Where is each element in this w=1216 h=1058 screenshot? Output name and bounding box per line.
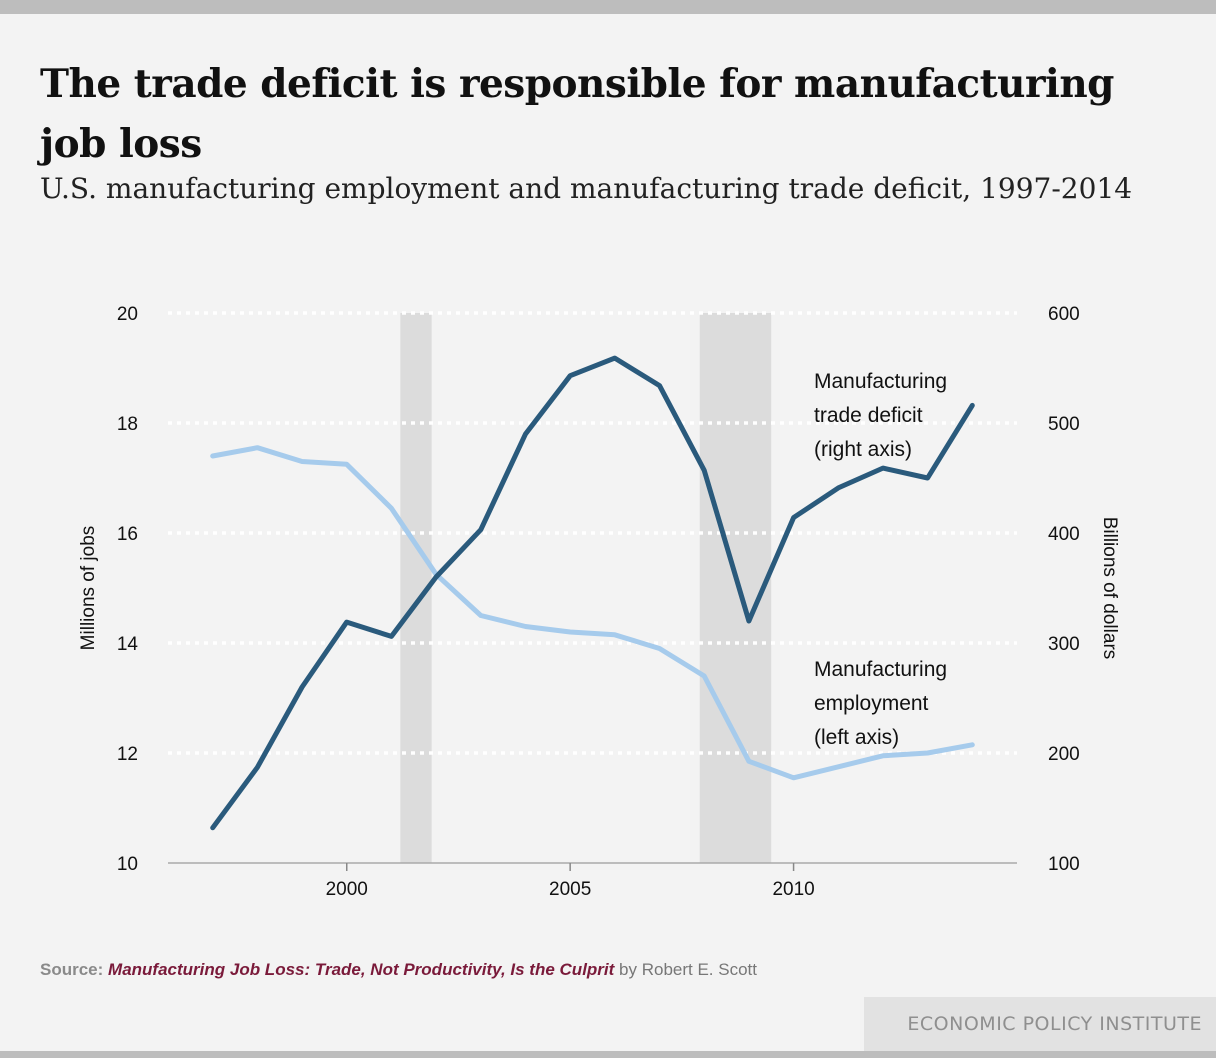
annotation-line: trade deficit	[814, 404, 923, 427]
annotation-line: Manufacturing	[814, 658, 947, 681]
y-right-tick-label: 600	[1048, 304, 1080, 325]
y-left-tick-label: 10	[117, 854, 138, 875]
source-note: Source: Manufacturing Job Loss: Trade, N…	[40, 960, 757, 980]
chart-title: The trade deficit is responsible for man…	[40, 61, 1114, 167]
bottom-bar	[0, 1051, 1216, 1058]
annotation-line: employment	[814, 692, 929, 715]
x-tick-label: 2005	[549, 879, 591, 900]
footer-brand: ECONOMIC POLICY INSTITUTE	[864, 997, 1216, 1051]
annotation-line: (left axis)	[814, 726, 899, 749]
org-name: ECONOMIC POLICY INSTITUTE	[907, 1013, 1202, 1035]
source-author: by Robert E. Scott	[619, 960, 757, 979]
y-right-tick-label: 500	[1048, 414, 1080, 435]
y-left-tick-label: 12	[117, 744, 138, 765]
line-chart: 10 12 14 16 18 20 100 200 300 400 500 600 2000 2005 20…	[78, 304, 1120, 900]
source-title-link[interactable]: Manufacturing Job Loss: Trade, Not Produ…	[108, 960, 615, 979]
y-left-tick-label: 18	[117, 414, 138, 435]
y-right-tick-label: 400	[1048, 524, 1080, 545]
y-right-axis-title: Billions of dollars	[1099, 517, 1120, 660]
y-right-tick-label: 100	[1048, 854, 1080, 875]
y-right-tick-label: 300	[1048, 634, 1080, 655]
y-left-axis-title: Millions of jobs	[78, 526, 99, 651]
employment-series-line	[210, 445, 975, 781]
recession-band	[699, 313, 772, 863]
x-tick-label: 2000	[326, 879, 368, 900]
trade-deficit-series-line	[210, 355, 975, 831]
top-bar	[0, 0, 1216, 14]
employment-annotation: Manufacturing employment (left axis)	[814, 658, 947, 749]
annotation-line: (right axis)	[814, 438, 912, 461]
annotation-line: Manufacturing	[814, 370, 947, 393]
y-left-tick-label: 14	[117, 634, 139, 655]
trade-deficit-annotation: Manufacturing trade deficit (right axis)	[814, 370, 947, 461]
chart-subtitle: U.S. manufacturing employment and manufa…	[40, 172, 1133, 205]
source-label: Source:	[40, 960, 104, 979]
y-left-tick-label: 20	[117, 304, 138, 325]
y-right-tick-label: 200	[1048, 744, 1080, 765]
y-left-tick-label: 16	[117, 524, 138, 545]
x-tick-label: 2010	[772, 879, 814, 900]
